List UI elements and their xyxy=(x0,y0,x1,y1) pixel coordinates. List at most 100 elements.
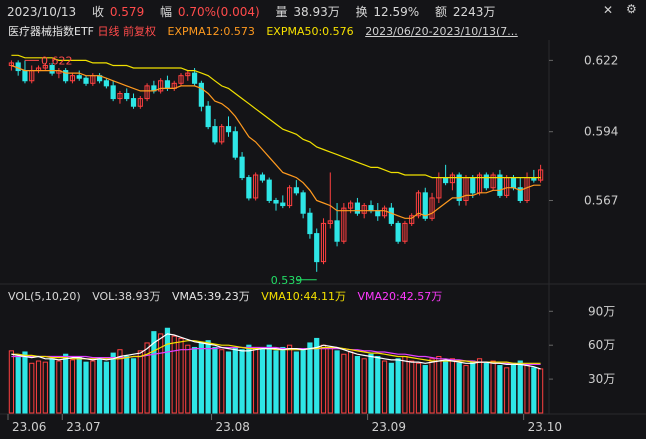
change-value: 0.70%(0.004) xyxy=(177,5,260,19)
candle-body xyxy=(239,156,245,179)
candle-body xyxy=(22,70,28,82)
candle-body xyxy=(517,187,523,201)
volume-bar xyxy=(29,362,35,414)
candle-body xyxy=(341,207,347,242)
volume-bar xyxy=(456,362,462,414)
adjust-label[interactable]: 前复权 xyxy=(123,25,156,38)
chart-info-bar: 医疗器械指数ETF 日线 前复权 EXPMA12:0.573 EXPMA50:0… xyxy=(8,23,518,39)
vma20-line xyxy=(11,346,541,365)
vma5-line xyxy=(11,333,541,370)
candle-body xyxy=(429,197,435,219)
ema12-legend: EXPMA12:0.573 xyxy=(167,25,255,38)
volume-bar xyxy=(158,333,164,414)
period-label[interactable]: 日线 xyxy=(97,25,120,38)
volume-bar xyxy=(76,356,82,414)
volume-bar xyxy=(96,358,103,414)
volume-bar xyxy=(56,360,62,414)
close-label: 收 xyxy=(92,5,105,19)
x-tick-label: 23.07 xyxy=(66,420,100,434)
turnover-label: 换 xyxy=(355,5,368,19)
volume-bar xyxy=(83,361,89,414)
volume-bar xyxy=(388,362,394,414)
candle-body xyxy=(42,64,48,69)
candle-body xyxy=(348,202,354,209)
candle-body xyxy=(273,199,279,204)
volume-legend: VOL(5,10,20) VOL:38.93万 VMA5:39.23万 VMA1… xyxy=(8,288,442,304)
volume-bar xyxy=(443,360,449,414)
candle-body xyxy=(320,222,327,263)
candle-body xyxy=(395,222,401,242)
volume-bar xyxy=(524,365,530,414)
x-tick-label: 23.09 xyxy=(372,420,406,434)
candle-body xyxy=(8,62,14,66)
volume-bar xyxy=(409,360,415,414)
close-icon[interactable]: ✕ xyxy=(603,3,614,17)
volume-bar xyxy=(327,346,333,414)
candle-body xyxy=(375,210,381,217)
vma10-legend: VMA10:44.11万 xyxy=(261,290,346,303)
ema12-line xyxy=(11,64,541,219)
volume-bar xyxy=(164,327,171,414)
quote-date: 2023/10/13 xyxy=(7,5,77,19)
candle-body xyxy=(354,202,361,214)
volume-bar xyxy=(320,344,327,414)
candle-body xyxy=(259,174,266,181)
candle-body xyxy=(314,233,320,263)
volume-label: 量 xyxy=(275,5,288,19)
candle-body xyxy=(361,205,367,214)
candle-body xyxy=(280,202,286,207)
gear-icon[interactable]: ⚙ xyxy=(626,2,637,16)
volume-bar xyxy=(341,353,347,414)
volume-bar xyxy=(429,358,435,414)
volume-bar xyxy=(8,350,14,414)
candlestick-series xyxy=(8,60,544,272)
candle-body xyxy=(334,220,340,242)
volume-bar xyxy=(402,356,408,414)
vol-value: VOL:38.93万 xyxy=(92,290,161,303)
candle-body xyxy=(103,80,109,87)
candle-body xyxy=(232,131,238,158)
volume-bar xyxy=(361,358,367,414)
volume-bar xyxy=(280,346,286,414)
vma5-legend: VMA5:39.23万 xyxy=(172,290,250,303)
candle-body xyxy=(63,70,69,82)
x-tick-label: 23.08 xyxy=(216,420,250,434)
volume-bar xyxy=(307,342,313,414)
date-range[interactable]: 2023/06/20-2023/10/13(7... xyxy=(365,25,518,38)
vma20-legend: VMA20:42.57万 xyxy=(357,290,443,303)
candle-body xyxy=(110,85,116,100)
candle-body xyxy=(49,64,55,74)
volume-bar xyxy=(354,356,361,414)
candle-body xyxy=(497,174,503,196)
price-tick-label: 0.622 xyxy=(584,53,618,67)
candle-body xyxy=(76,75,82,79)
volume-bar xyxy=(178,337,184,414)
volume-value: 38.93万 xyxy=(293,5,340,19)
ema50-line xyxy=(11,54,541,179)
x-tick-label: 23.06 xyxy=(12,420,46,434)
candle-body xyxy=(415,192,422,217)
volume-bar xyxy=(348,351,354,414)
price-tick-label: 0.567 xyxy=(584,193,618,207)
candle-body xyxy=(470,177,476,194)
candle-body xyxy=(158,80,164,92)
volume-bar xyxy=(470,360,476,414)
volume-bar xyxy=(395,358,401,414)
x-tick-label: 23.10 xyxy=(528,420,562,434)
turnover-value: 12.59% xyxy=(373,5,420,19)
volume-bar xyxy=(286,344,293,414)
volume-bar xyxy=(42,361,48,414)
candle-body xyxy=(300,192,306,214)
candle-body xyxy=(191,72,198,84)
change-label: 幅 xyxy=(160,5,173,19)
candle-body xyxy=(225,126,232,133)
candle-body xyxy=(137,98,143,107)
volume-bar xyxy=(449,358,456,414)
volume-bar xyxy=(69,359,76,414)
volume-bar xyxy=(49,358,55,414)
volume-bar xyxy=(463,365,469,414)
candle-body xyxy=(286,187,293,207)
candle-body xyxy=(483,174,489,189)
candle-body xyxy=(327,220,333,224)
